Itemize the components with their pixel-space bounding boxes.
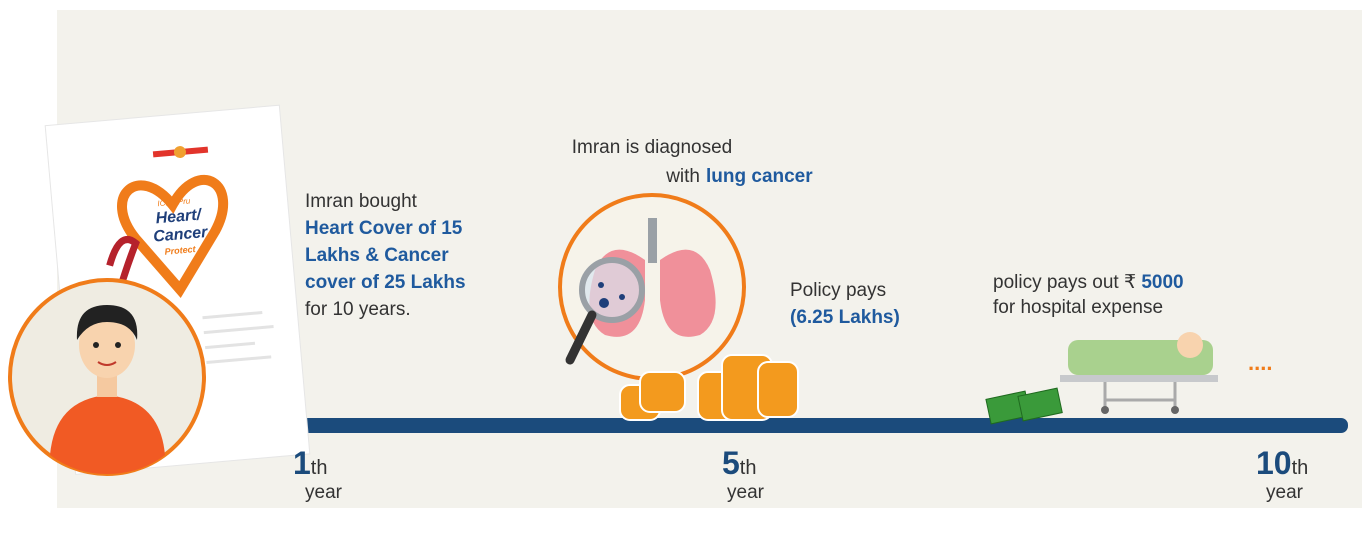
diagnosis-line: Imran is diagnosed (572, 137, 733, 158)
hospital-amount: 5000 (1141, 272, 1183, 293)
infographic: ICICI Pru Heart/ Cancer Protect Imran bo… (0, 0, 1362, 535)
year-suffix: th (311, 457, 328, 479)
diagnosis-line: with (665, 166, 700, 187)
hospital-prefix: policy pays out (993, 272, 1119, 293)
year-number: 10 (1256, 445, 1292, 481)
purchase-intro: Imran bought (305, 191, 418, 212)
year-suffix: th (740, 457, 757, 479)
timeline-bar (245, 418, 1348, 433)
continuation: .... (1248, 350, 1272, 375)
avatar (10, 280, 204, 474)
year-unit: year (727, 482, 765, 503)
year-unit: year (1266, 482, 1304, 503)
currency: ₹ (1124, 272, 1136, 293)
year-unit: year (305, 482, 343, 503)
year-suffix: th (1292, 457, 1309, 479)
page: {"policy_card": {"brand": "ICICI Pru", "… (0, 0, 1362, 535)
payout-label: Policy pays (790, 280, 886, 301)
year-number: 5 (722, 445, 740, 481)
hospital-line: for hospital expense (993, 297, 1163, 318)
hospital-line: policy pays out ₹ 5000 (993, 272, 1184, 293)
diagnosis-highlight: lung cancer (706, 166, 813, 187)
payout-amount: (6.25 Lakhs) (790, 307, 900, 328)
purchase-outro: for 10 years. (305, 299, 411, 320)
purchase-highlight: cover of 25 Lakhs (305, 272, 466, 293)
purchase-highlight: Lakhs & Cancer (305, 245, 449, 266)
year-number: 1 (293, 445, 311, 481)
lungs-illustration (560, 195, 744, 379)
purchase-highlight: Heart Cover of 15 (305, 218, 463, 239)
